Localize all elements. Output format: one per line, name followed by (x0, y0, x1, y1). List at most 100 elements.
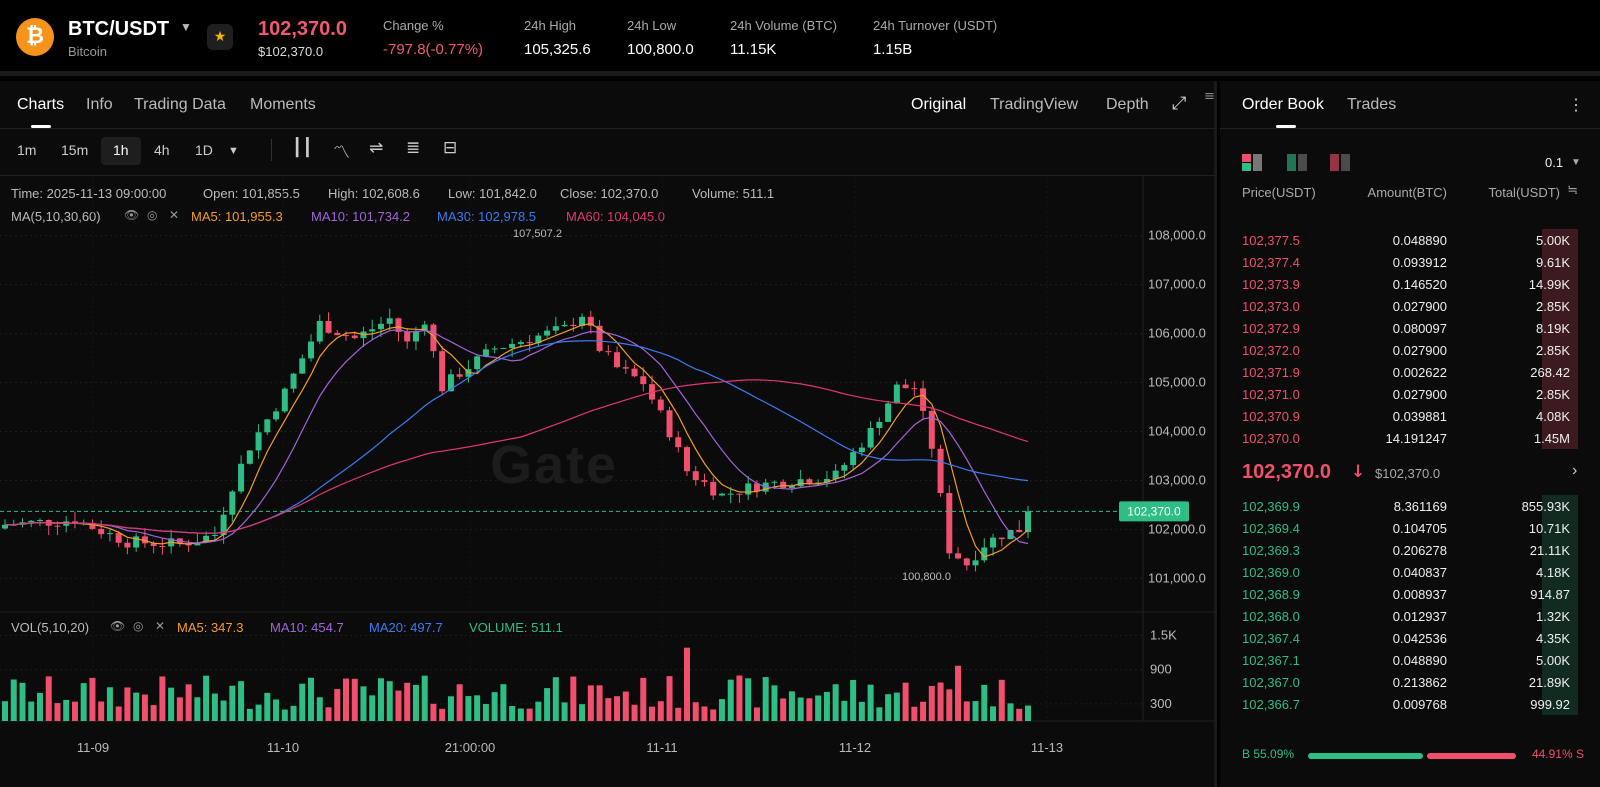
bid-row[interactable]: 102,368.9 0.008937 914.87 (1220, 583, 1600, 605)
volume-bar (299, 683, 306, 721)
candle-body (823, 479, 830, 483)
bid-amount: 0.206278 (1392, 543, 1447, 558)
ask-row[interactable]: 102,372.0 0.027900 2.85K (1220, 339, 1600, 361)
timeframe-15m[interactable]: 15m (61, 142, 89, 158)
view-bids-icon[interactable] (1287, 154, 1309, 171)
volume-bar (596, 685, 603, 721)
settings-sliders-icon[interactable]: ⇌ (369, 138, 384, 158)
volume-bar (290, 705, 297, 721)
ask-row[interactable]: 102,377.5 0.048890 5.00K (1220, 229, 1600, 251)
volume-bar (474, 695, 481, 721)
price-chart[interactable]: 108,000.0 107,000.0 106,000.0 105,000.0 104,… (0, 176, 1217, 776)
draw-tools-icon[interactable]: ≣ (406, 138, 421, 158)
precision-select[interactable]: 0.1 (1545, 155, 1564, 170)
menu-lines-icon[interactable]: ≡ (1204, 89, 1215, 104)
pair-selector[interactable]: BTC/USDT (68, 18, 170, 40)
volume-bar (858, 701, 865, 721)
chevron-right-icon[interactable]: › (1572, 462, 1578, 479)
ask-row[interactable]: 102,371.0 0.027900 2.85K (1220, 383, 1600, 405)
vol-settings-icon[interactable]: ◎ (133, 619, 144, 633)
ma-close-icon[interactable]: ✕ (169, 208, 180, 222)
bid-row[interactable]: 102,367.0 0.213862 21.89K (1220, 671, 1600, 693)
candle-body (456, 374, 463, 377)
more-vertical-icon[interactable]: ⋮ (1568, 97, 1584, 114)
bid-row[interactable]: 102,368.0 0.012937 1.32K (1220, 605, 1600, 627)
volume-bar (19, 682, 26, 721)
view-asks-icon[interactable] (1330, 154, 1352, 171)
candle-type-icon[interactable]: ┃┃ (292, 138, 313, 158)
volume-bar (447, 696, 454, 721)
price-tick-label: 106,000.0 (1148, 326, 1206, 341)
volume-bar (500, 684, 507, 721)
candle-body (745, 483, 752, 495)
ask-depth-bar (1542, 251, 1578, 273)
price-tick-label: 105,000.0 (1148, 375, 1206, 390)
bid-row[interactable]: 102,366.7 0.009768 999.92 (1220, 693, 1600, 715)
indicator-icon[interactable]: 〽 (333, 143, 350, 163)
tab-order-book[interactable]: Order Book (1242, 96, 1324, 113)
volume-bar (133, 692, 140, 721)
expand-icon[interactable]: ⤢ (1172, 93, 1187, 114)
time-tick-label: 11-10 (267, 740, 299, 755)
ask-total: 1.45M (1533, 431, 1570, 446)
volume-bar (605, 698, 612, 721)
view-both-icon[interactable] (1242, 154, 1264, 171)
candle-body (596, 325, 603, 352)
bid-total: 914.87 (1530, 587, 1570, 602)
volume-bar (552, 677, 559, 721)
candle-body (946, 492, 953, 554)
bid-total: 21.89K (1528, 675, 1570, 690)
bid-row[interactable]: 102,369.4 0.104705 10.71K (1220, 517, 1600, 539)
vol-visibility-icon[interactable]: 👁 (110, 619, 126, 633)
vol-close-icon[interactable]: ✕ (155, 619, 166, 633)
timeframe-4h[interactable]: 4h (154, 142, 170, 158)
timeframe-1h[interactable]: 1h (113, 142, 129, 158)
bid-row[interactable]: 102,369.0 0.040837 4.18K (1220, 561, 1600, 583)
vol-legend-label: VOL(5,10,20) (11, 620, 90, 635)
view-depth[interactable]: Depth (1106, 96, 1149, 113)
ask-price: 102,371.0 (1242, 387, 1300, 402)
current-price-tag (1119, 501, 1189, 522)
ask-row[interactable]: 102,371.9 0.002622 268.42 (1220, 361, 1600, 383)
sort-icon[interactable]: ≒ (1567, 183, 1578, 198)
volume-bar (150, 705, 157, 721)
view-original[interactable]: Original (911, 96, 967, 113)
volume-bar (115, 706, 122, 721)
layout-icon[interactable]: ⊟ (443, 138, 458, 158)
bid-depth-bar (1542, 561, 1578, 583)
ask-row[interactable]: 102,370.9 0.039881 4.08K (1220, 405, 1600, 427)
ask-row[interactable]: 102,373.9 0.146520 14.99K (1220, 273, 1600, 295)
bid-depth-bar (1542, 649, 1578, 671)
precision-caret-icon[interactable]: ▼ (1571, 157, 1581, 168)
tab-charts[interactable]: Charts (17, 96, 65, 113)
ask-row[interactable]: 102,370.0 14.191247 1.45M (1220, 427, 1600, 449)
tab-trading-data[interactable]: Trading Data (134, 96, 226, 113)
ask-row[interactable]: 102,377.4 0.093912 9.61K (1220, 251, 1600, 273)
ma-visibility-icon[interactable]: 👁 (124, 208, 140, 222)
tab-info[interactable]: Info (86, 96, 113, 113)
tab-trades[interactable]: Trades (1347, 96, 1397, 113)
volume-bar (762, 677, 769, 721)
timeframe-1m[interactable]: 1m (17, 142, 37, 158)
candle-body (788, 486, 795, 488)
timeframe-1d[interactable]: 1D (195, 142, 213, 158)
bid-row[interactable]: 102,367.4 0.042536 4.35K (1220, 627, 1600, 649)
ma-settings-icon[interactable]: ◎ (147, 208, 158, 222)
candle-body (377, 323, 384, 330)
more-vertical-icon-2[interactable]: ⋮ (1593, 95, 1600, 115)
favorite-star-icon[interactable]: ★ (207, 24, 233, 50)
candle-body (281, 388, 288, 412)
bid-row[interactable]: 102,369.9 8.361169 855.93K (1220, 495, 1600, 517)
ask-amount: 0.027900 (1392, 343, 1447, 358)
candle-body (395, 318, 402, 332)
tab-moments[interactable]: Moments (250, 96, 316, 113)
ask-row[interactable]: 102,372.9 0.080097 8.19K (1220, 317, 1600, 339)
caret-down-icon[interactable]: ▼ (180, 20, 192, 34)
bid-row[interactable]: 102,367.1 0.048890 5.00K (1220, 649, 1600, 671)
timeframe-dropdown-icon[interactable]: ▼ (228, 145, 239, 157)
ask-row[interactable]: 102,373.0 0.027900 2.85K (1220, 295, 1600, 317)
bid-row[interactable]: 102,369.3 0.206278 21.11K (1220, 539, 1600, 561)
view-tradingview[interactable]: TradingView (990, 96, 1079, 113)
candle-body (238, 463, 245, 492)
ask-total: 9.61K (1536, 255, 1570, 270)
